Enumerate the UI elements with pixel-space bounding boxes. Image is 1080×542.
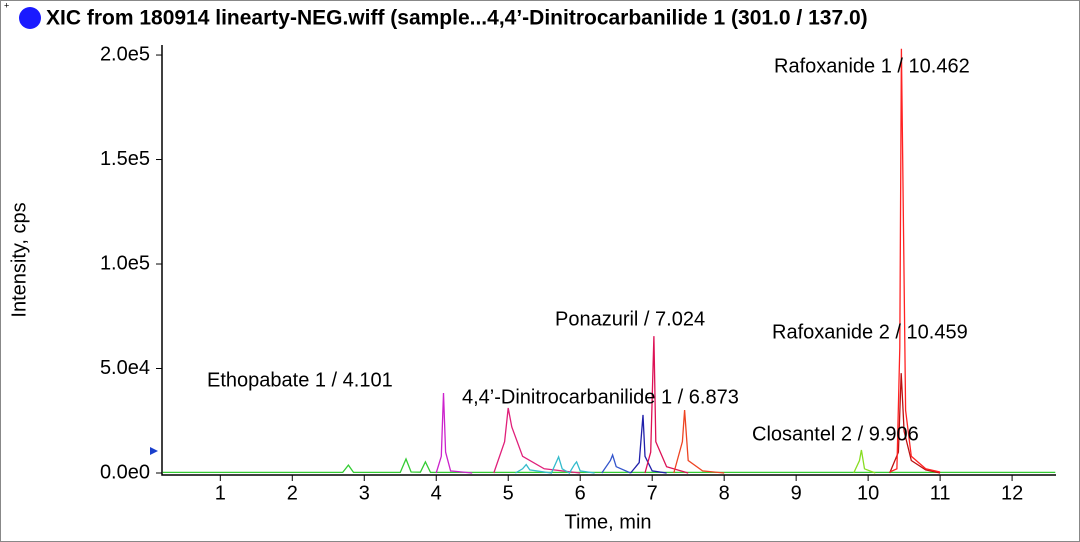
trace — [162, 457, 1056, 474]
x-tick-label: 11 — [930, 482, 951, 504]
peak-label: Ethopabate 1 / 4.101 — [207, 369, 393, 391]
y-tick-label: 5.0e4 — [100, 357, 150, 379]
x-tick-label: 1 — [215, 482, 226, 504]
x-tick-label: 6 — [575, 482, 586, 504]
x-tick-label: 12 — [1001, 482, 1023, 504]
peak-label: Ponazuril / 7.024 — [555, 308, 705, 330]
y-axis-label: Intensity, cps — [8, 202, 30, 317]
trace — [515, 455, 595, 474]
trace — [601, 453, 631, 474]
x-tick-label: 4 — [431, 482, 442, 504]
trace — [630, 414, 667, 474]
x-tick-label: 3 — [359, 482, 370, 504]
peak-label: 4,4’-Dinitrocarbanilide 1 / 6.873 — [462, 386, 739, 408]
trace — [673, 410, 725, 474]
trace — [493, 407, 581, 474]
x-tick-label: 8 — [719, 482, 730, 504]
trace — [889, 48, 941, 473]
marker-arrow — [150, 447, 158, 455]
x-axis-label: Time, min — [564, 511, 651, 533]
expand-icon: + — [4, 0, 9, 10]
peak-label: Rafoxanide 2 / 10.459 — [772, 321, 968, 343]
trace — [435, 392, 473, 474]
x-tick-label: 9 — [791, 482, 802, 504]
trace — [853, 449, 876, 474]
x-tick-label: 5 — [503, 482, 514, 504]
y-tick-label: 1.0e5 — [100, 252, 150, 274]
y-tick-label: 2.0e5 — [100, 43, 150, 65]
x-tick-label: 10 — [857, 482, 879, 504]
title-icon — [19, 7, 41, 29]
trace — [644, 336, 689, 474]
trace — [889, 373, 941, 474]
chart-title: XIC from 180914 linearty-NEG.wiff (sampl… — [46, 7, 868, 30]
y-tick-label: 1.5e5 — [100, 148, 150, 170]
axes — [161, 45, 1056, 476]
peak-label: Closantel 2 / 9.906 — [752, 423, 919, 445]
y-tick-label: 0.0e0 — [100, 461, 150, 483]
peak-label: Rafoxanide 1 / 10.462 — [774, 55, 970, 77]
x-tick-label: 7 — [647, 482, 658, 504]
x-tick-label: 2 — [287, 482, 298, 504]
